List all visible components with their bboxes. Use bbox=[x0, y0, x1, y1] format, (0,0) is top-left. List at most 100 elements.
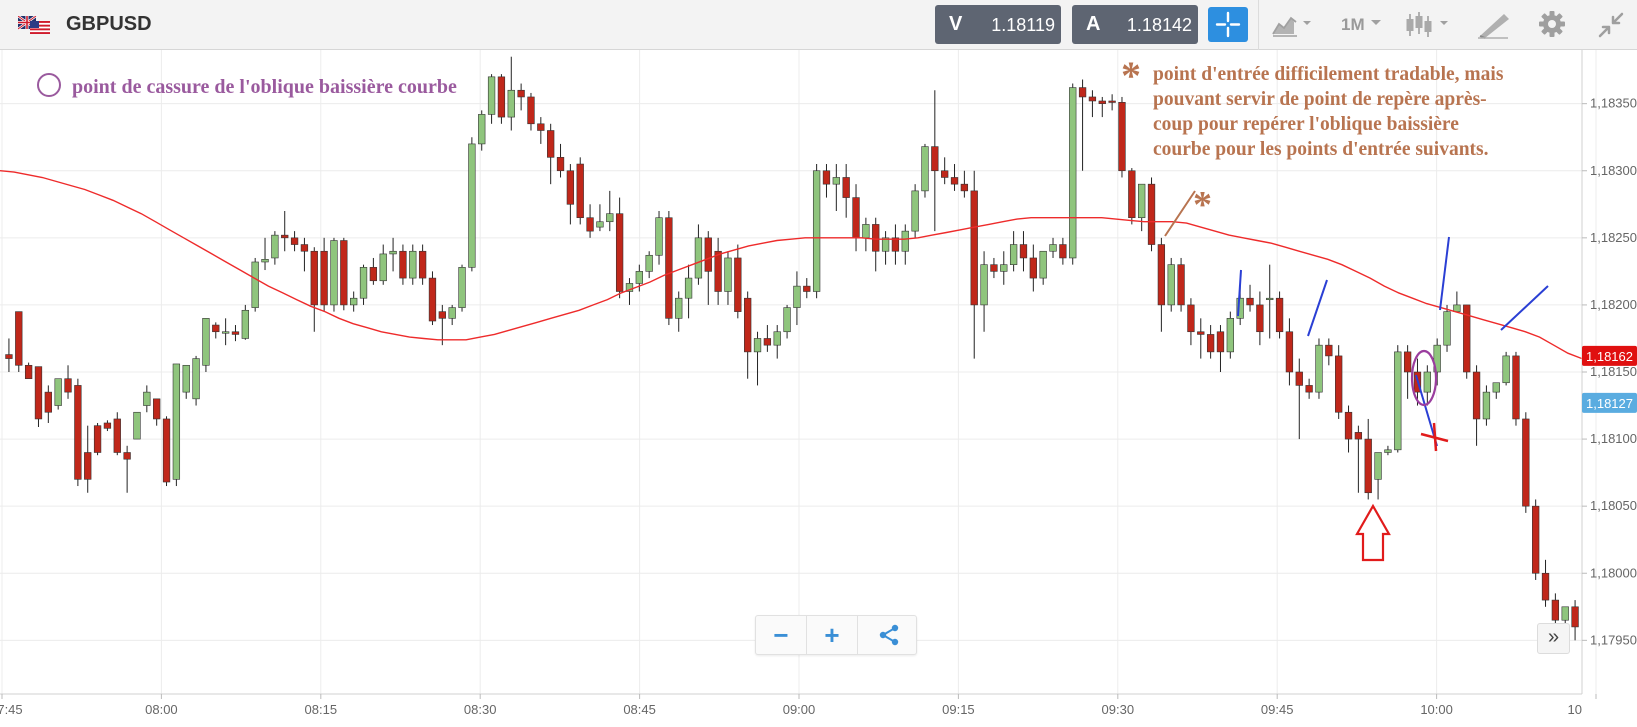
candle-up bbox=[487, 74, 496, 124]
candle-down bbox=[1088, 90, 1097, 118]
candle-down bbox=[93, 422, 102, 456]
candle-down bbox=[84, 425, 92, 493]
candle-up bbox=[1384, 445, 1392, 456]
candle-up bbox=[458, 264, 466, 312]
settings-button[interactable] bbox=[1535, 10, 1570, 40]
candle-down bbox=[320, 237, 328, 312]
price-tag: 1,18162 bbox=[1582, 345, 1637, 366]
candle-down bbox=[1157, 237, 1166, 332]
zoom-out-button[interactable]: − bbox=[773, 620, 789, 650]
candle-up bbox=[773, 325, 781, 359]
candle-down bbox=[704, 231, 712, 305]
candle-down bbox=[665, 211, 673, 326]
price-tag-label: 1,18127 bbox=[1586, 396, 1633, 411]
candle-up bbox=[675, 291, 683, 332]
candle-up bbox=[655, 211, 663, 265]
candle-up bbox=[478, 110, 486, 151]
candle-down bbox=[527, 92, 535, 131]
trendline-4 bbox=[1500, 285, 1549, 331]
trendline-drawings bbox=[1237, 236, 1549, 447]
candle-up bbox=[980, 251, 988, 332]
candle-down bbox=[1029, 244, 1037, 292]
candle-up bbox=[645, 251, 653, 279]
candle-up bbox=[1502, 351, 1510, 386]
collapse-button[interactable] bbox=[1594, 10, 1629, 40]
gear-icon bbox=[1539, 11, 1565, 37]
share-button[interactable] bbox=[864, 616, 914, 654]
chevron-down-icon bbox=[1371, 20, 1381, 25]
candle-up bbox=[812, 164, 821, 299]
purple-circle-icon bbox=[37, 73, 61, 97]
candle-down bbox=[103, 420, 112, 432]
x-tick-label: 09:00 bbox=[783, 702, 816, 717]
asterisk-icon: * bbox=[1121, 53, 1141, 98]
draw-tools-button[interactable] bbox=[1472, 10, 1517, 40]
candle-down bbox=[1532, 499, 1540, 580]
candle-up bbox=[379, 244, 387, 285]
candle-up bbox=[1167, 257, 1175, 312]
candle-up bbox=[1453, 291, 1461, 312]
candle-down bbox=[1059, 237, 1067, 265]
candle-up bbox=[1443, 304, 1451, 352]
star-annotation-line: point d'entrée difficilement tradable, m… bbox=[1153, 64, 1504, 85]
candle-up bbox=[881, 231, 890, 265]
candle-up bbox=[1138, 183, 1146, 232]
chart-toolbar: GBPUSD V 1.18119 A 1.18142 1M bbox=[0, 0, 1637, 50]
toolbar-separator bbox=[1258, 0, 1259, 50]
area-chart-icon bbox=[1272, 16, 1311, 37]
star-annotation-line: pouvant servir de point de repère après- bbox=[1153, 89, 1487, 110]
x-tick-label: 7:45 bbox=[0, 702, 23, 717]
candlestick-icon bbox=[1406, 12, 1448, 37]
candle-down bbox=[369, 257, 378, 285]
buy-price-button[interactable]: A 1.18142 bbox=[1072, 5, 1198, 44]
candle-down bbox=[300, 237, 309, 272]
scroll-to-latest-button[interactable]: » bbox=[1537, 623, 1570, 654]
candle-down bbox=[281, 211, 289, 252]
candle-down bbox=[970, 170, 978, 359]
price-chart[interactable]: 1,183501,183001,182501,182001,181501,181… bbox=[0, 50, 1637, 727]
red-up-arrow bbox=[1355, 503, 1391, 562]
candle-up bbox=[684, 264, 693, 319]
candle-up bbox=[1482, 385, 1491, 426]
chart-type-button[interactable] bbox=[1270, 10, 1320, 40]
candle-down bbox=[537, 117, 545, 144]
star-annotation-text: point d'entrée difficilement tradable, m… bbox=[1153, 62, 1553, 162]
candle-down bbox=[1571, 600, 1579, 641]
candle-down bbox=[1078, 79, 1087, 171]
candle-down bbox=[290, 231, 299, 252]
zoom-in-button[interactable]: + bbox=[824, 620, 840, 650]
candle-up bbox=[1049, 237, 1057, 258]
instrument-symbol: GBPUSD bbox=[66, 13, 152, 35]
candle-up bbox=[1000, 251, 1008, 285]
trendline-3 bbox=[1439, 236, 1450, 311]
candlestick-series bbox=[5, 56, 1579, 641]
candle-down bbox=[556, 143, 565, 178]
candle-up bbox=[635, 264, 643, 292]
candle-up bbox=[507, 56, 515, 131]
star-annotation-line: coup pour repérer l'oblique baissière bbox=[1153, 114, 1459, 135]
candle-down bbox=[960, 170, 969, 198]
candle-up bbox=[1374, 452, 1382, 500]
candle-up bbox=[350, 291, 358, 312]
candle-down bbox=[1335, 345, 1343, 419]
current-price-tags: 1,18162 1,18127 bbox=[1582, 345, 1637, 413]
candle-down bbox=[891, 224, 900, 265]
candle-down bbox=[517, 83, 525, 111]
candle-down bbox=[1403, 345, 1412, 399]
y-axis-ticks: 1,183501,183001,182501,182001,181501,181… bbox=[1582, 96, 1637, 647]
candle-up bbox=[1039, 250, 1047, 285]
x-tick-label: 09:15 bbox=[942, 702, 975, 717]
candle-style-button[interactable] bbox=[1402, 10, 1457, 40]
candle-down bbox=[734, 244, 742, 319]
collapse-arrows-icon bbox=[1598, 12, 1624, 38]
sell-price-button[interactable]: V 1.18119 bbox=[935, 5, 1061, 44]
candle-up bbox=[1069, 83, 1077, 265]
candle-down bbox=[1463, 304, 1471, 379]
candle-down bbox=[5, 338, 13, 372]
candle-up bbox=[389, 237, 397, 272]
brown-star-marker: * bbox=[1193, 184, 1212, 226]
candle-down bbox=[615, 197, 624, 299]
crosshair-button[interactable] bbox=[1208, 7, 1248, 42]
candle-up bbox=[448, 304, 456, 326]
candle-up bbox=[54, 378, 62, 410]
